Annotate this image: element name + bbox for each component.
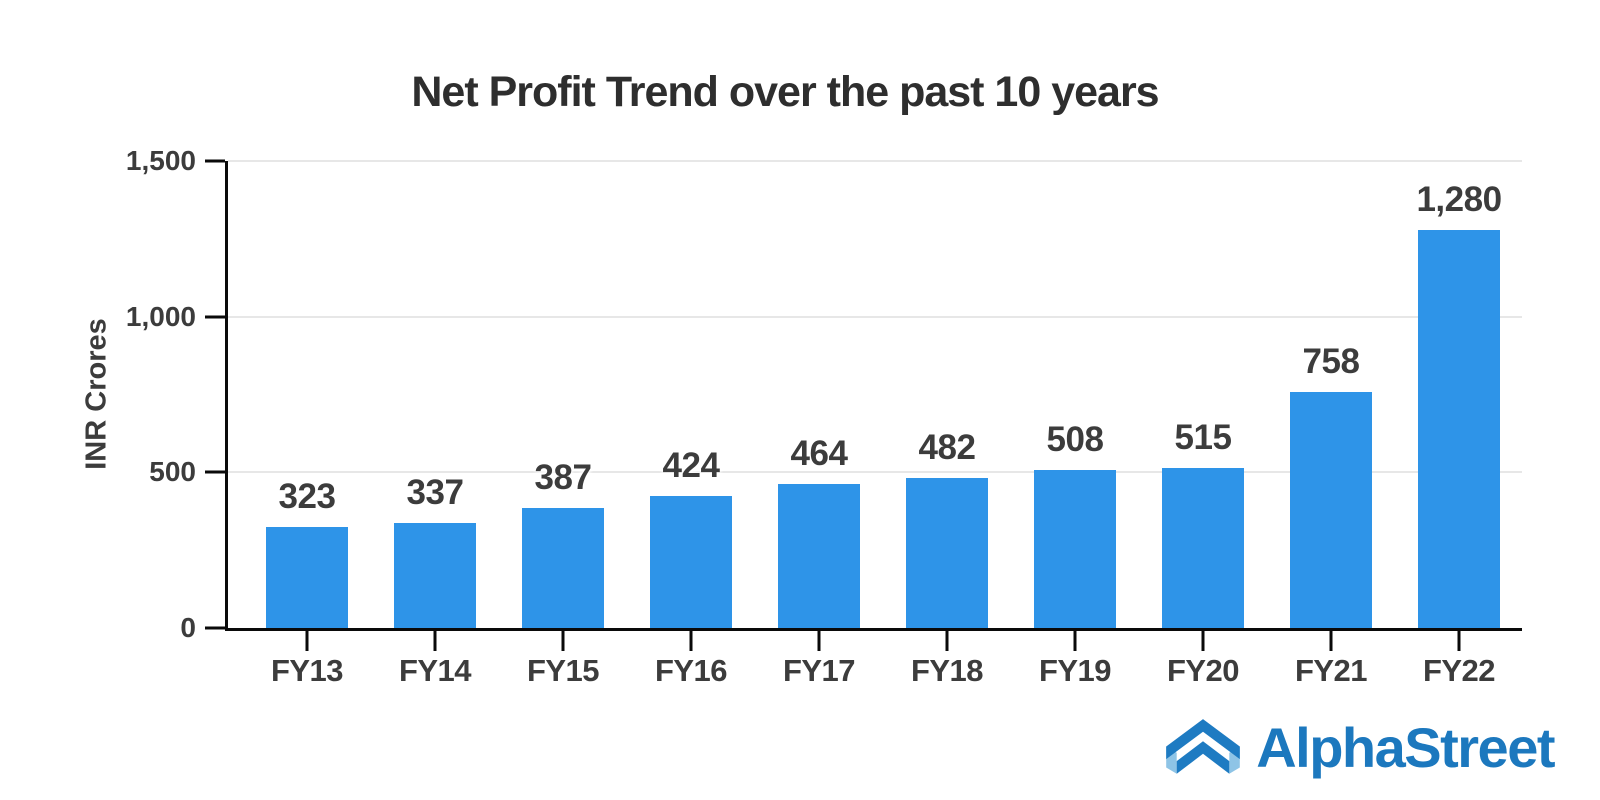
x-tick-FY21 [1329,631,1333,651]
plot-area: 0 500 1,000 1,500 323 FY13 337 FY14 387 FY15 424 F… [126,147,1523,687]
y-tick-500 [205,470,225,474]
x-tick-label-FY13: FY13 [270,653,344,688]
x-tick-FY22 [1457,631,1461,651]
category-band-FY16: 424 FY16 [627,161,755,686]
category-band-FY20: 515 FY20 [1139,161,1267,686]
x-tick-label-FY19: FY19 [1038,653,1112,688]
bar-value-label-FY15: 387 [534,457,592,497]
y-axis-title: INR Crores [80,318,113,470]
bars-layer: 323 FY13 337 FY14 387 FY15 424 FY16 464 FY17 482 FY… [243,161,1523,687]
gridline-500 [228,471,1522,474]
alphastreet-logo-text: AlphaStreet [1256,715,1555,779]
x-tick-FY19 [1073,631,1077,651]
chart-title: Net Profit Trend over the past 10 years [411,68,1159,116]
x-tick-FY17 [817,631,821,651]
bar-value-label-FY20: 515 [1174,417,1232,457]
x-tick-FY15 [561,631,565,651]
category-band-FY21: 758 FY21 [1267,161,1395,686]
bar-FY17 [778,483,860,628]
bar-value-label-FY17: 464 [790,433,848,473]
y-tick-label-1000: 1,000 [125,300,196,332]
bar-FY13 [266,527,348,628]
y-tick-label-1500: 1,500 [125,145,196,176]
x-tick-label-FY14: FY14 [398,653,472,688]
x-tick-FY14 [433,631,437,651]
bar-FY21 [1290,392,1372,628]
x-tick-FY16 [689,631,693,651]
bar-FY20 [1162,467,1244,628]
category-band-FY15: 387 FY15 [499,161,627,686]
y-tick-label-500: 500 [149,456,196,488]
category-band-FY17: 464 FY17 [755,161,883,686]
y-tick-1000 [205,315,225,319]
bar-FY22 [1418,229,1500,628]
bar-FY18 [906,477,988,628]
category-band-FY18: 482 FY18 [883,161,1011,686]
x-tick-label-FY16: FY16 [654,653,728,688]
x-tick-label-FY18: FY18 [910,653,984,688]
x-tick-label-FY17: FY17 [782,653,856,688]
x-tick-FY18 [945,631,949,651]
bar-value-label-FY21: 758 [1302,342,1360,382]
x-tick-label-FY15: FY15 [526,653,600,688]
y-tick-label-0: 0 [180,612,196,643]
bar-value-label-FY22: 1,280 [1416,179,1502,219]
category-band-FY19: 508 FY19 [1011,161,1139,686]
bar-FY14 [394,523,476,628]
alphastreet-logo: AlphaStreet [1165,715,1555,779]
bar-FY19 [1034,469,1116,628]
bar-value-label-FY19: 508 [1046,419,1104,459]
x-tick-label-FY20: FY20 [1166,653,1240,688]
x-tick-label-FY21: FY21 [1294,653,1368,688]
gridline-1500 [228,160,1522,162]
x-tick-label-FY22: FY22 [1422,653,1496,688]
bar-FY16 [650,496,732,628]
gridline-1000 [228,315,1522,318]
category-band-FY22: 1,280 FY22 [1395,161,1523,687]
category-band-FY13: 323 FY13 [243,161,371,686]
y-tick-0 [205,626,225,630]
bar-value-label-FY14: 337 [406,473,464,513]
x-axis-line [225,628,1522,631]
bar-value-label-FY13: 323 [278,477,336,517]
bar-value-label-FY18: 482 [918,427,976,467]
x-tick-FY13 [305,631,309,651]
bar-value-label-FY16: 424 [662,446,720,485]
x-tick-FY20 [1201,631,1205,651]
category-band-FY14: 337 FY14 [371,161,499,686]
bar-FY15 [522,507,604,628]
alphastreet-chevron-icon [1166,719,1241,774]
y-tick-1500 [205,159,225,163]
y-axis-line [225,161,228,631]
